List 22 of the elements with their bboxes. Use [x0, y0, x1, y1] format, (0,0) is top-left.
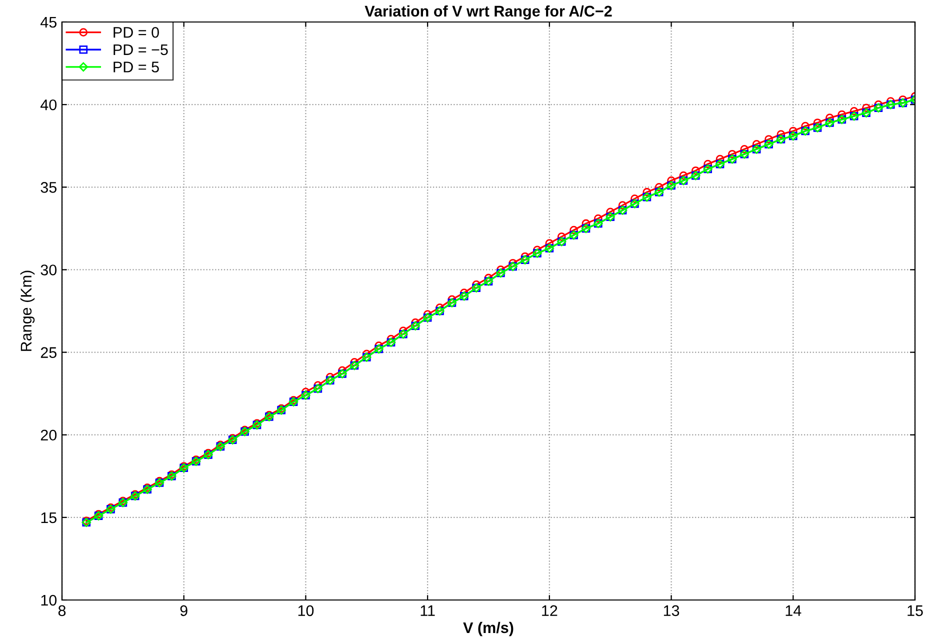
x-tick-label: 15: [908, 605, 923, 616]
x-tick-label: 8: [58, 605, 66, 616]
y-tick-label: 15: [41, 512, 56, 524]
y-tick-label: 30: [40, 264, 57, 276]
legend-label: PD = 0: [114, 26, 159, 38]
y-tick-label: 35: [40, 182, 56, 193]
legend-label: PD = 5: [114, 62, 159, 72]
x-tick-label: 9: [180, 605, 188, 616]
y-tick-label: 10: [41, 594, 57, 606]
y-tick-label: 20: [40, 430, 57, 441]
x-tick-label: 10: [298, 605, 314, 616]
y-tick-label: 25: [40, 347, 56, 358]
y-axis-title: Range (Km): [20, 270, 35, 351]
x-tick-label: 13: [664, 605, 680, 616]
x-tick-label: 12: [542, 605, 558, 616]
x-tick-label: 14: [786, 605, 802, 616]
y-tick-label: 45: [40, 17, 56, 28]
x-axis-title: V (m/s): [463, 622, 514, 636]
chart-title: Variation of V wrt Range for A/C−2: [364, 5, 612, 20]
x-tick-label: 11: [420, 605, 435, 616]
y-tick-label: 40: [40, 99, 57, 110]
legend-label: PD = −5: [114, 44, 168, 56]
